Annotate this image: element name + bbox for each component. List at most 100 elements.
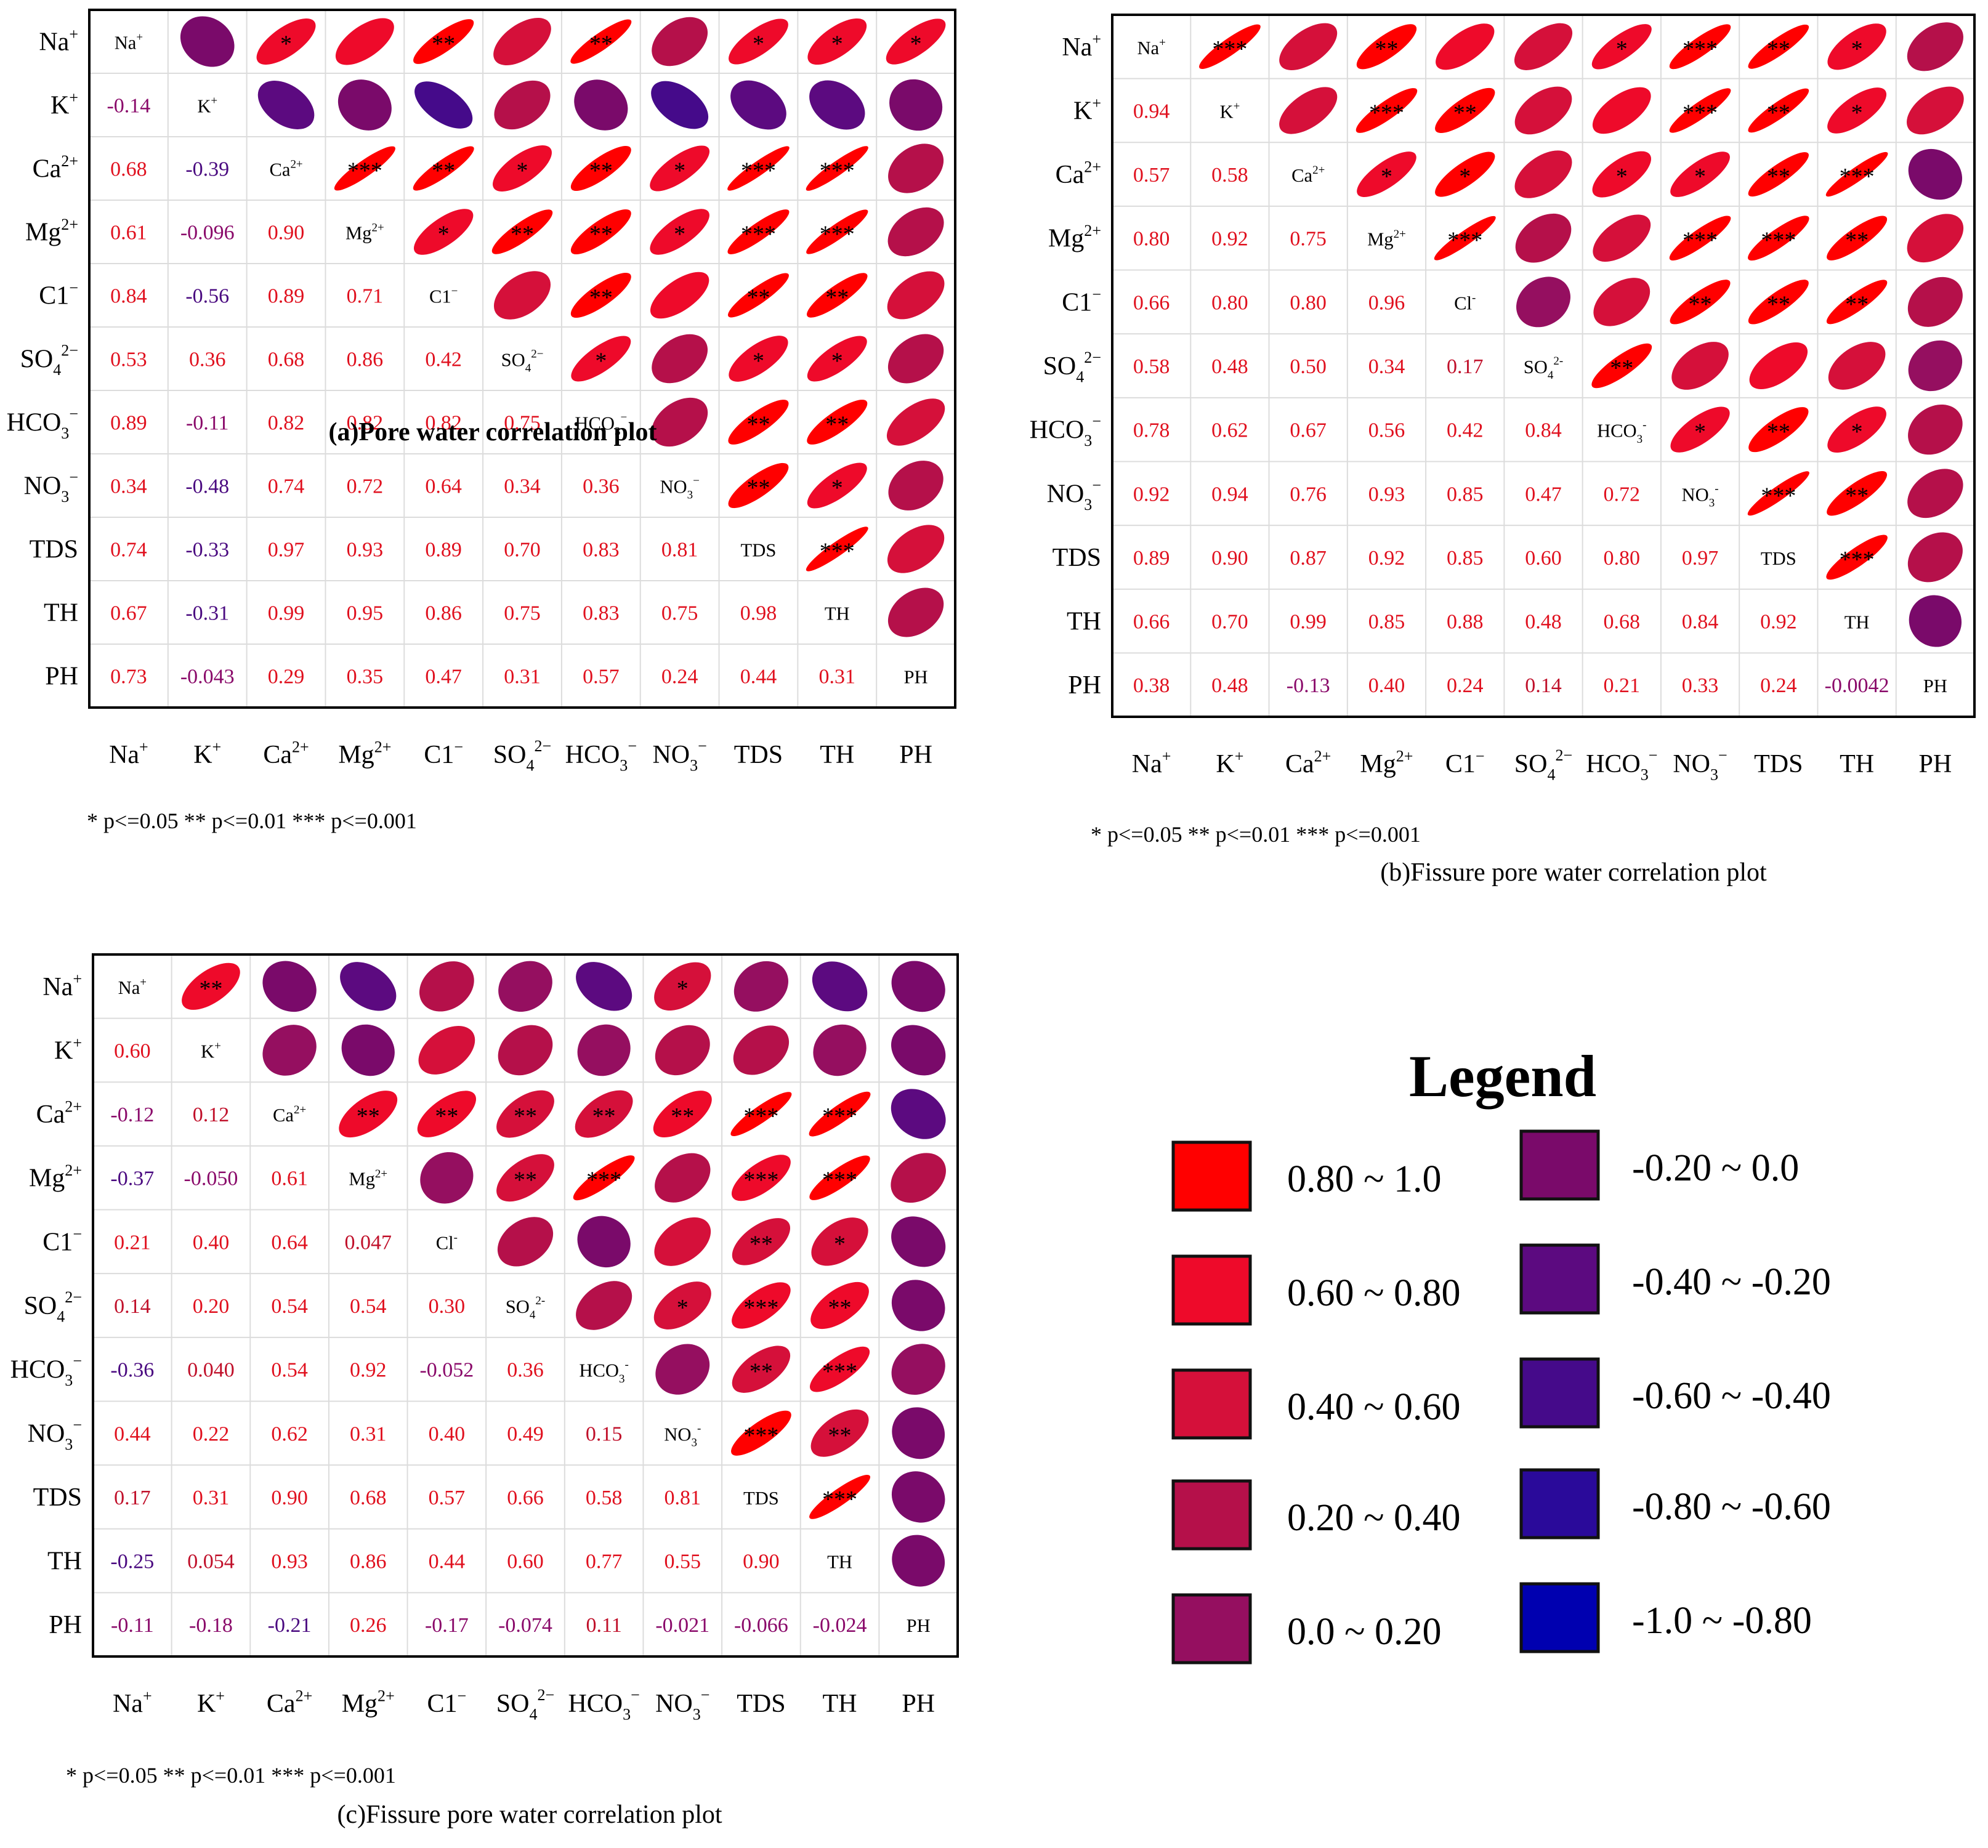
- correlation-ellipse: [1907, 276, 1963, 327]
- correlation-value: 0.40: [429, 1422, 466, 1445]
- significance-stars: *: [1694, 419, 1706, 445]
- correlation-value: -0.043: [180, 666, 235, 688]
- significance-stars: ***: [1840, 164, 1875, 190]
- correlation-ellipse: [414, 81, 473, 129]
- x-axis-label: TDS: [1754, 750, 1803, 778]
- correlation-value: 0.40: [193, 1231, 230, 1254]
- diagonal-label: K+: [197, 95, 217, 117]
- diagonal-label: TH: [1845, 612, 1870, 633]
- diagonal-label: Mg2+: [349, 1168, 387, 1190]
- correlation-value: 0.34: [110, 475, 147, 498]
- correlation-value: 0.55: [665, 1551, 701, 1573]
- correlation-ellipse: [886, 398, 945, 446]
- correlation-ellipse: [807, 462, 867, 509]
- correlation-ellipse: [1827, 23, 1886, 70]
- significance-stars: *: [1616, 36, 1628, 62]
- correlation-ellipse: [733, 1025, 790, 1075]
- diagonal-label: Ca2+: [273, 1104, 306, 1126]
- correlation-ellipse: [1671, 342, 1729, 390]
- correlation-value: 0.47: [425, 666, 462, 688]
- correlation-ellipse: [887, 334, 944, 384]
- correlation-ellipse: [809, 1155, 870, 1200]
- correlation-plot-a: Na+ * ** ** * * *-0.14 K+0.68 -0.39 Ca2+ *** ** * ** *…: [7, 9, 956, 833]
- correlation-value: 0.99: [268, 602, 305, 625]
- x-axis-label: TH: [1840, 750, 1874, 778]
- correlation-ellipse: [1827, 216, 1888, 260]
- correlation-ellipse: [262, 1025, 317, 1076]
- correlation-ellipse: [1826, 280, 1888, 325]
- correlation-value: 0.67: [110, 602, 147, 625]
- significance-stars: *: [595, 349, 607, 374]
- correlation-value: 0.83: [583, 539, 620, 562]
- significance-stars: ***: [820, 158, 855, 184]
- correlation-ellipse: [1827, 406, 1886, 453]
- correlation-ellipse: [494, 80, 551, 130]
- correlation-value: 0.78: [1133, 419, 1170, 442]
- plot-frame: [92, 953, 959, 1658]
- significance-note: * p<=0.05 ** p<=0.01 *** p<=0.001: [87, 809, 417, 833]
- correlation-value: 0.62: [271, 1422, 308, 1445]
- correlation-ellipse: [888, 461, 943, 510]
- significance-stars: **: [1453, 100, 1477, 126]
- correlation-value: 0.54: [350, 1295, 387, 1318]
- significance-note: * p<=0.05 ** p<=0.01 *** p<=0.001: [66, 1763, 396, 1788]
- correlation-ellipse: [655, 1025, 710, 1076]
- x-axis-label: NO3−: [655, 1686, 709, 1724]
- diagonal-label: HCO3−: [575, 411, 627, 438]
- correlation-ellipse: [653, 1281, 711, 1330]
- correlation-value: -0.18: [189, 1614, 233, 1637]
- correlation-ellipse: [340, 962, 397, 1011]
- significance-stars: *: [753, 349, 764, 374]
- significance-stars: ***: [1369, 100, 1404, 126]
- significance-stars: **: [589, 158, 613, 184]
- correlation-ellipse: [1514, 86, 1572, 135]
- correlation-value: 0.83: [583, 602, 620, 625]
- y-axis-label: HCO3−: [1030, 413, 1101, 450]
- correlation-value: 0.88: [1447, 611, 1484, 634]
- correlation-ellipse: [807, 18, 867, 65]
- correlation-ellipse: [1907, 86, 1964, 135]
- legend-swatch: [1519, 1468, 1600, 1539]
- correlation-ellipse: [652, 397, 708, 447]
- correlation-ellipse: [1591, 24, 1652, 70]
- significance-stars: **: [746, 475, 770, 501]
- correlation-value: 0.047: [344, 1231, 392, 1254]
- correlation-ellipse: [420, 1152, 474, 1204]
- diagonal-label: TDS: [741, 540, 777, 561]
- correlation-value: 0.77: [586, 1551, 623, 1573]
- correlation-ellipse: [1748, 88, 1809, 133]
- correlation-value: 0.86: [350, 1551, 387, 1573]
- y-axis-label: C1−: [1062, 286, 1101, 317]
- correlation-value: -0.13: [1287, 674, 1330, 697]
- correlation-value: 0.60: [114, 1039, 151, 1062]
- x-axis-label: NO3−: [652, 737, 706, 775]
- y-axis-label: TDS: [1053, 544, 1101, 572]
- correlation-ellipse: [654, 1217, 711, 1266]
- significance-stars: **: [592, 1104, 616, 1129]
- y-axis-label: HCO3−: [7, 405, 78, 443]
- correlation-ellipse: [728, 462, 789, 509]
- correlation-value: -0.33: [185, 539, 229, 562]
- correlation-ellipse: [1592, 87, 1651, 134]
- correlation-value: 0.34: [1368, 355, 1405, 378]
- correlation-ellipse: [257, 81, 315, 129]
- correlation-value: 0.15: [586, 1422, 623, 1445]
- correlation-ellipse: [1356, 88, 1418, 133]
- correlation-ellipse: [888, 143, 944, 193]
- correlation-value: 0.12: [193, 1104, 230, 1126]
- x-axis-label: TDS: [737, 1690, 785, 1718]
- correlation-value: -0.12: [110, 1104, 154, 1126]
- correlation-value: 0.68: [268, 349, 305, 371]
- correlation-value: 0.58: [1133, 355, 1170, 378]
- diagonal-label: HCO3-: [579, 1358, 628, 1386]
- correlation-value: -0.56: [185, 285, 229, 308]
- significance-stars: ***: [1447, 228, 1482, 254]
- correlation-value: 0.47: [1525, 483, 1562, 506]
- correlation-ellipse: [809, 1091, 871, 1137]
- correlation-value: -0.052: [419, 1359, 474, 1382]
- x-axis-label: PH: [899, 741, 932, 769]
- correlation-ellipse: [655, 1153, 711, 1203]
- significance-stars: **: [1767, 291, 1790, 317]
- correlation-value: 0.68: [110, 158, 147, 181]
- correlation-ellipse: [1748, 24, 1809, 69]
